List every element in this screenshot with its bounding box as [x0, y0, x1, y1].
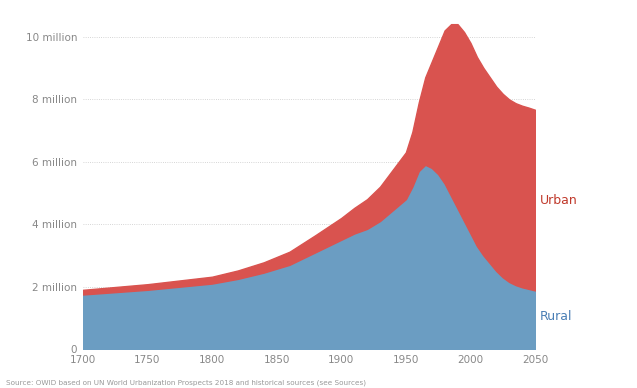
- Text: Urban: Urban: [540, 194, 577, 207]
- Text: Source: OWID based on UN World Urbanization Prospects 2018 and historical source: Source: OWID based on UN World Urbanizat…: [6, 379, 366, 386]
- Text: Rural: Rural: [540, 310, 572, 323]
